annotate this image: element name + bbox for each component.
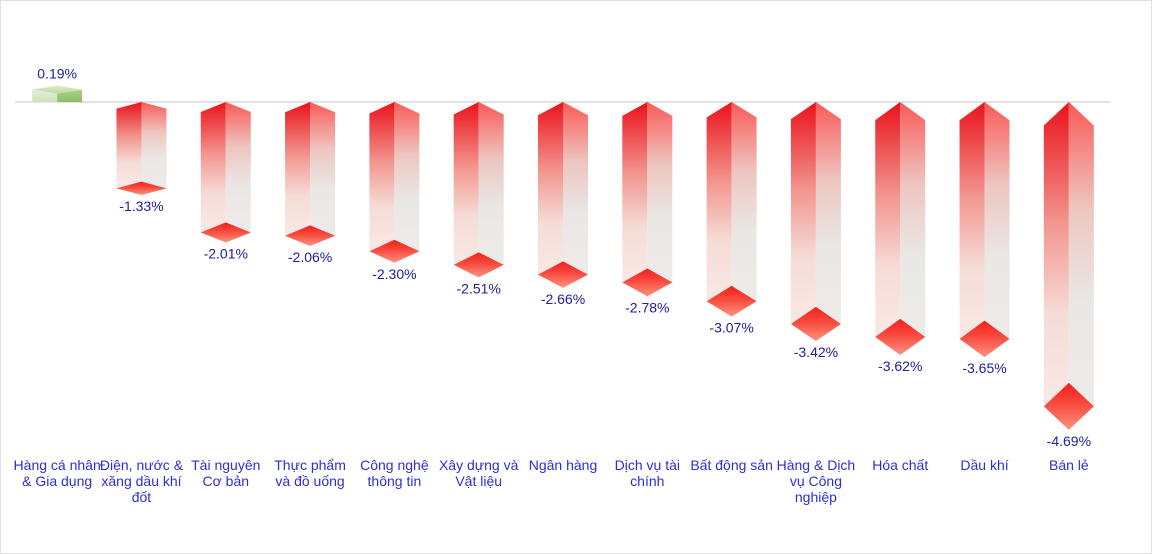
category-label: Bán lẻ (1049, 457, 1089, 473)
category-label: Xây dựng và Vật liệu (439, 457, 519, 489)
bar-side-face (647, 102, 673, 283)
category-label: Công nghệ thông tin (360, 457, 429, 489)
value-label: -1.33% (119, 198, 163, 214)
bar-front-face (1043, 102, 1069, 407)
category-label: Thực phẩm và đồ uống (274, 457, 346, 489)
bar-side-face (731, 102, 757, 302)
bar-column[interactable] (369, 102, 420, 263)
bar-column[interactable] (1043, 102, 1094, 430)
bar-bottom-cap (453, 252, 504, 278)
bar-column[interactable] (959, 102, 1010, 358)
bar-side-face (900, 102, 926, 337)
bar-column[interactable] (790, 102, 841, 342)
bar-front-face (706, 102, 732, 302)
bar-side-face (984, 102, 1010, 339)
bar-side-face (225, 102, 251, 233)
bar-column[interactable] (538, 102, 588, 288)
bar-side-face (563, 102, 588, 275)
bar-bottom-cap (200, 222, 251, 243)
bar-side-face (1068, 102, 1094, 407)
bar-bottom-cap (790, 306, 841, 342)
value-label: -3.62% (878, 358, 922, 374)
bar-side-face (478, 102, 504, 265)
bar-column[interactable] (453, 102, 504, 278)
bar-bottom-cap (706, 285, 757, 317)
value-label: -2.01% (204, 245, 248, 261)
bar-side-face (310, 102, 336, 236)
category-label: Bất động sản (690, 457, 773, 473)
bar-front-face (200, 102, 226, 233)
category-label: Hàng & Dịch vụ Công nghiệp (777, 457, 856, 505)
bar-column[interactable] (622, 102, 673, 297)
bar-bottom-cap (285, 225, 336, 246)
bar-front-face (285, 102, 311, 236)
bar-column[interactable] (875, 102, 926, 356)
bar-front-face (875, 102, 901, 337)
bar-column[interactable] (706, 102, 757, 317)
value-label: -2.78% (625, 299, 669, 315)
category-label: Ngân hàng (529, 457, 598, 473)
bar-bottom-cap (538, 261, 588, 288)
bar-front-face (116, 102, 142, 189)
bar-column[interactable] (116, 102, 167, 195)
category-label: Dầu khí (960, 457, 1008, 473)
bar-column[interactable] (285, 102, 336, 246)
value-label: -2.30% (372, 266, 416, 282)
category-label: Điện, nước & xăng dầu khí đốt (100, 457, 184, 505)
category-label: Tài nguyên Cơ bản (191, 457, 260, 489)
bar-front-face (790, 102, 816, 324)
bar-front-face (32, 89, 58, 102)
value-label: 0.19% (37, 66, 77, 82)
bar-column[interactable] (32, 85, 83, 102)
bar-bottom-cap (622, 268, 673, 297)
value-label: -4.69% (1047, 433, 1091, 449)
bar-bottom-cap (1043, 382, 1094, 430)
bar-side-face (394, 102, 420, 252)
category-label: Dịch vụ tài chính (615, 457, 680, 489)
bar-front-face (538, 102, 563, 275)
bar-front-face (959, 102, 985, 339)
bar-side-face (57, 89, 83, 102)
value-label: -3.07% (709, 320, 753, 336)
value-label: -3.42% (794, 344, 838, 360)
bar-bottom-cap (875, 318, 926, 356)
bar-top-cap (32, 85, 83, 94)
bar-side-face (815, 102, 841, 324)
value-label: -3.65% (962, 360, 1006, 376)
bar-front-face (369, 102, 395, 252)
value-label: -2.06% (288, 249, 332, 265)
category-label: Hàng cá nhân & Gia dụng (14, 457, 101, 489)
value-label: -2.66% (541, 291, 585, 307)
bar-side-face (141, 102, 167, 189)
bar-column[interactable] (200, 102, 251, 243)
bar-front-face (622, 102, 648, 283)
bar-front-face (453, 102, 479, 265)
bar-bottom-cap (959, 320, 1010, 358)
bar-bottom-cap (369, 239, 420, 263)
value-label: -2.51% (457, 280, 501, 296)
category-label: Hóa chất (872, 457, 928, 473)
